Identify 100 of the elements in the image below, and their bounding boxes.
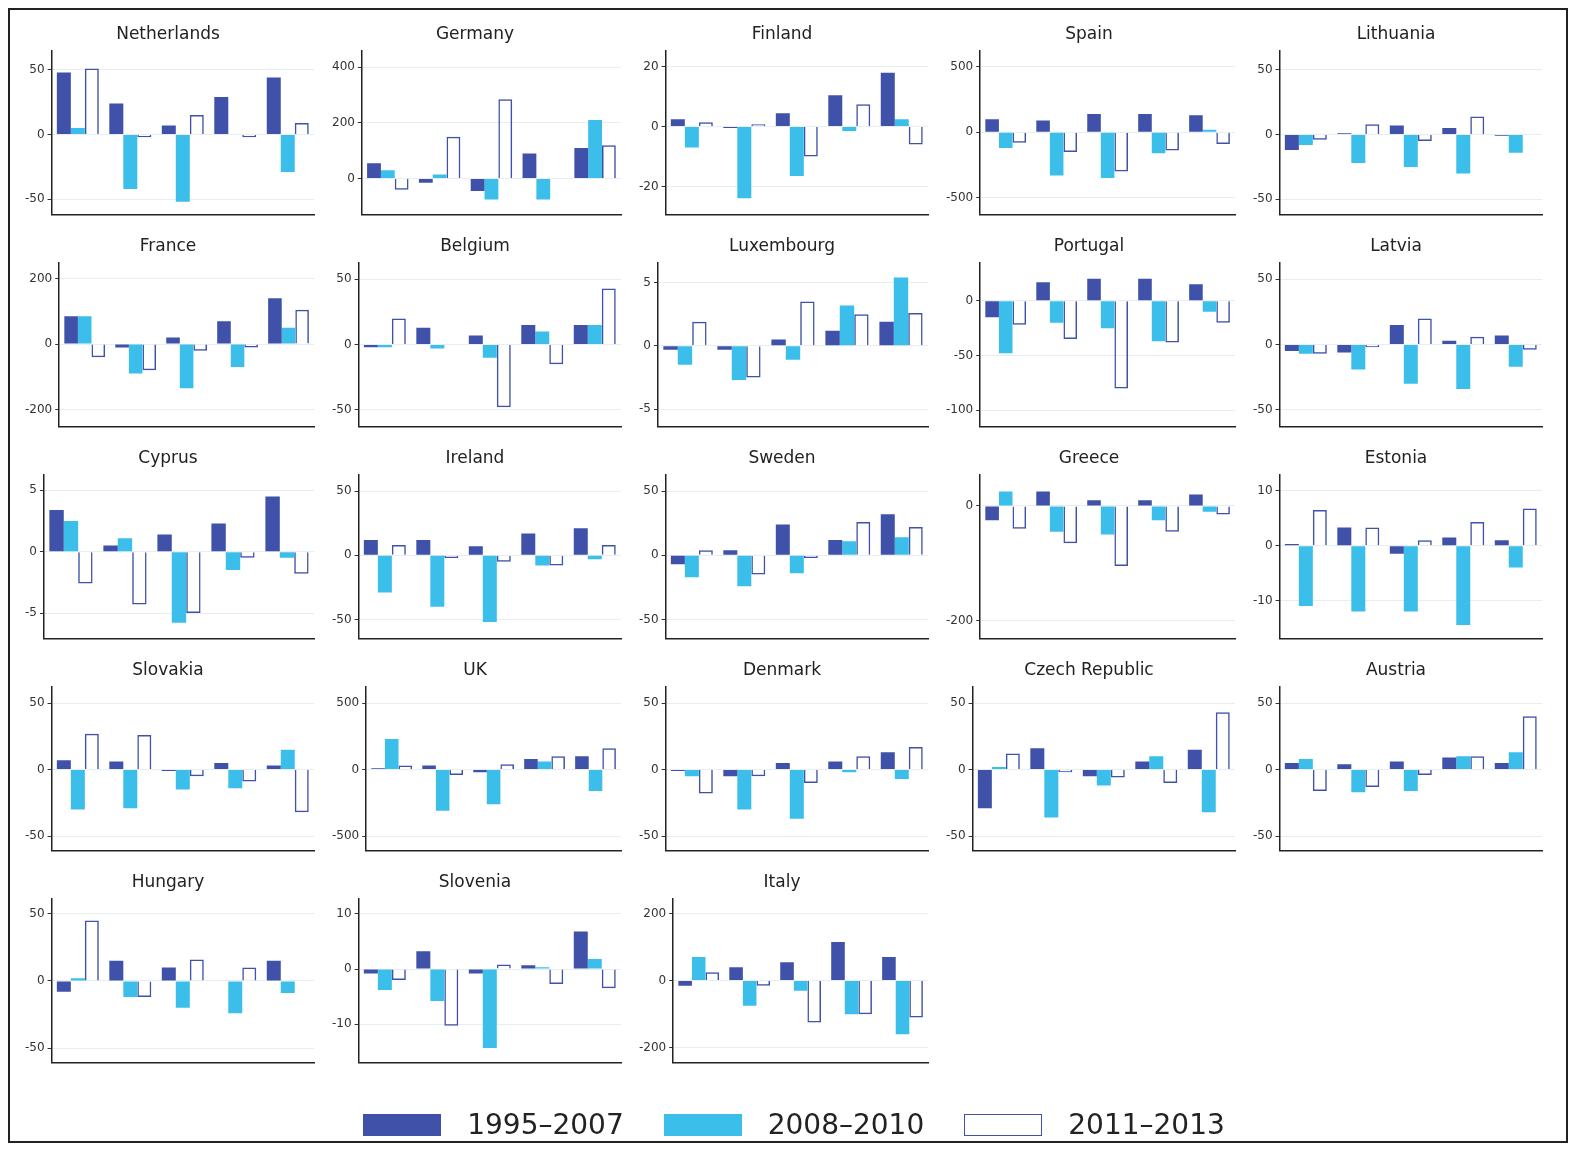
bar	[228, 981, 243, 1014]
bar	[473, 770, 487, 773]
y-tick-label: 5	[643, 274, 651, 289]
bar	[587, 325, 602, 345]
bar	[977, 770, 992, 809]
bar	[432, 174, 447, 179]
y-tick-label: 5	[29, 482, 37, 497]
y-tick-label: 50	[950, 695, 966, 710]
chart-title: Slovakia	[132, 658, 204, 679]
bar	[1456, 546, 1471, 626]
bar	[380, 170, 395, 179]
bar	[1100, 506, 1115, 535]
y-tick-label: 50	[1257, 271, 1273, 286]
y-tick-label: -50	[24, 191, 45, 206]
y-tick-label: -50	[1252, 828, 1273, 843]
bar	[1149, 756, 1164, 770]
bar	[1508, 546, 1523, 568]
y-tick-label: 20	[643, 58, 659, 73]
bar	[1298, 546, 1313, 606]
y-tick-label: 10	[1257, 482, 1273, 497]
bar	[70, 770, 85, 810]
legend-label: 2011–2013	[1068, 1108, 1225, 1141]
bar	[737, 770, 752, 810]
y-tick-label: 0	[29, 543, 37, 558]
bar	[123, 770, 138, 809]
y-tick-label: 0	[1264, 537, 1273, 552]
y-tick-label: -50	[638, 611, 659, 626]
bar	[103, 545, 118, 552]
bar	[521, 533, 536, 555]
bar	[70, 978, 85, 981]
bar	[1403, 546, 1418, 612]
bar	[731, 346, 747, 381]
y-tick-label: -500	[332, 828, 360, 843]
bar	[468, 335, 483, 345]
bar	[109, 103, 124, 135]
y-tick-label: 0	[650, 547, 659, 562]
bar	[1087, 500, 1101, 506]
bar	[1087, 278, 1101, 301]
bar	[175, 981, 190, 1008]
bar	[1036, 120, 1050, 132]
bar	[211, 523, 226, 552]
y-tick-label: 0	[343, 961, 352, 976]
bar	[230, 344, 245, 367]
y-tick-label: 0	[650, 761, 659, 776]
bar	[367, 163, 381, 179]
bar	[575, 756, 589, 770]
bar	[166, 337, 180, 344]
bar	[280, 135, 295, 173]
y-tick-label: 0	[965, 292, 974, 307]
y-tick-label: 50	[643, 483, 659, 498]
bar	[1100, 301, 1115, 329]
bar	[1389, 125, 1404, 135]
bar	[663, 346, 678, 350]
y-tick-label: 50	[336, 483, 352, 498]
y-tick-label: 50	[29, 695, 45, 710]
bar	[1100, 132, 1115, 179]
bar	[280, 749, 295, 770]
bar	[1189, 494, 1203, 506]
bar	[279, 552, 295, 558]
y-tick-label: 0	[1264, 336, 1273, 351]
bar	[49, 509, 64, 552]
bar	[1442, 757, 1457, 770]
bar	[56, 72, 71, 135]
bar	[430, 969, 445, 1002]
y-tick-label: -20	[638, 178, 659, 193]
y-tick-label: 0	[36, 761, 45, 776]
bar	[63, 521, 79, 552]
bar	[793, 981, 808, 991]
chart-title: Spain	[1065, 22, 1113, 43]
bar	[482, 345, 497, 358]
y-tick-label: -50	[953, 347, 974, 362]
bar	[430, 345, 445, 349]
bar	[416, 327, 431, 345]
bar	[109, 960, 124, 981]
bar	[670, 119, 685, 127]
bar	[691, 957, 706, 981]
chart-title: Sweden	[748, 446, 816, 467]
bar	[882, 957, 896, 981]
y-tick-label: 50	[336, 271, 352, 286]
y-tick-label: -50	[331, 401, 352, 416]
bar	[1351, 135, 1366, 164]
bar	[678, 981, 692, 986]
bar	[1082, 770, 1097, 777]
bar	[377, 969, 392, 990]
y-tick-label: 200	[643, 905, 667, 920]
bar	[56, 981, 71, 992]
bar	[894, 537, 909, 555]
bar	[1494, 335, 1509, 345]
bar	[1202, 506, 1217, 512]
bar	[684, 127, 699, 148]
bar	[535, 331, 550, 345]
bar	[844, 981, 859, 1015]
bar	[1049, 301, 1064, 323]
chart-title: Italy	[763, 870, 801, 891]
bar	[1351, 546, 1366, 612]
bar	[723, 550, 738, 555]
bar	[1096, 770, 1111, 786]
bar	[1508, 752, 1523, 770]
y-tick-label: 0	[343, 547, 352, 562]
bar	[217, 321, 231, 344]
